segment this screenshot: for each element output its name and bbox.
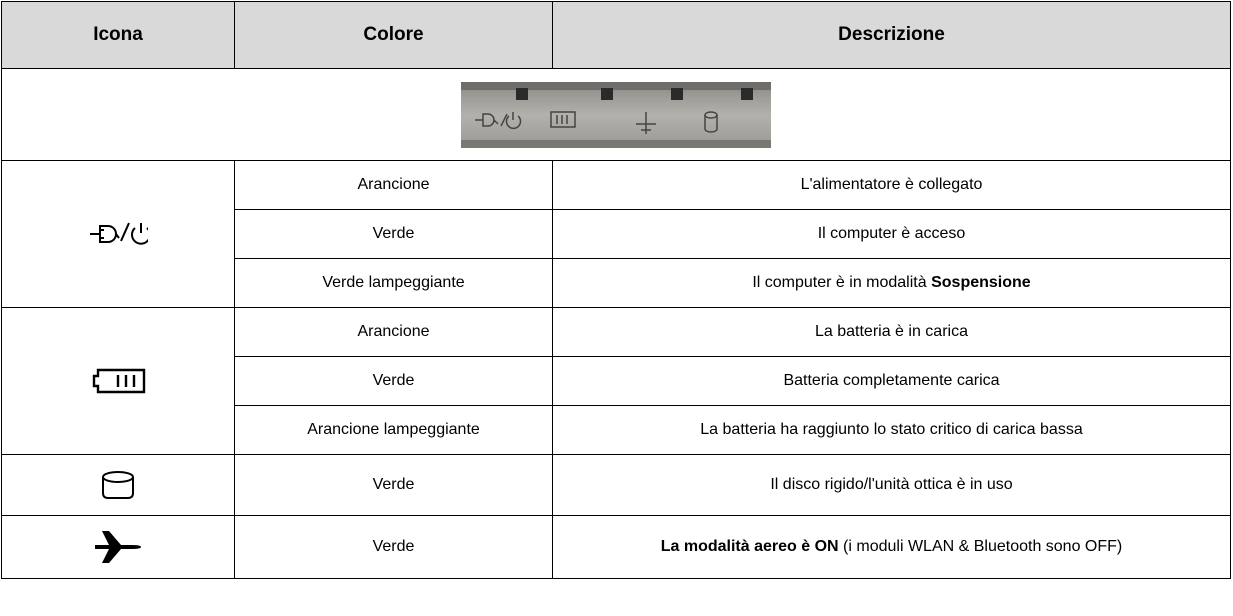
text: L'alimentatore è collegato [800, 176, 983, 193]
text: La batteria è in carica [815, 323, 968, 340]
table-row: Verde Il computer è acceso [2, 209, 1231, 259]
color-cell: Arancione [234, 307, 553, 357]
text: Il computer è in modalità [752, 274, 927, 291]
description-cell: La modalità aereo è ON (i moduli WLAN & … [552, 515, 1231, 579]
header-cell: Descrizione [552, 1, 1231, 69]
text: Il computer è acceso [817, 225, 966, 242]
text: (i moduli WLAN & Bluetooth sono OFF) [843, 538, 1123, 555]
photo-row [1, 68, 1231, 161]
header-cell: Colore [234, 1, 553, 69]
color-cell: Arancione [234, 160, 553, 210]
icon-cell [1, 160, 235, 308]
led-table: Icona Colore Descrizione [1, 1, 1231, 579]
description-cell: Il computer è in modalità Sospensione [552, 258, 1231, 308]
color-cell: Verde [234, 454, 553, 516]
table-row: Verde Il disco rigido/l'unità ottica è in… [1, 454, 1231, 516]
table-row: Verde lampeggiante Il computer è in modal… [2, 258, 1231, 308]
icon-cell [1, 515, 235, 579]
airplane-icon [95, 531, 141, 563]
color-cell: Verde [234, 515, 553, 579]
text: Batteria completamente carica [783, 372, 1000, 389]
color-cell: Verde lampeggiante [234, 258, 553, 308]
table-row: Arancione lampeggiante La batteria ha rag… [2, 405, 1231, 455]
color-cell: Verde [234, 356, 553, 406]
header-row: Icona Colore Descrizione [1, 1, 1231, 69]
table-row: Arancione La batteria è in carica [1, 307, 1231, 455]
icon-cell [1, 454, 235, 516]
text: Il disco rigido/l'unità ottica è in uso [770, 476, 1013, 493]
description-cell: L'alimentatore è collegato [552, 160, 1231, 210]
header-cell: Icona [1, 1, 235, 69]
description-cell: Il computer è acceso [552, 209, 1231, 259]
color-cell: Verde [234, 209, 553, 259]
description-cell: Il disco rigido/l'unità ottica è in uso [552, 454, 1231, 516]
text: La batteria ha raggiunto lo stato critic… [700, 421, 1083, 438]
icon-cell [1, 307, 235, 455]
bold-text: Sospensione [931, 274, 1031, 291]
table-row: Verde La modalità aereo è ON (i moduli WL… [1, 515, 1231, 579]
description-cell: La batteria ha raggiunto lo stato critic… [552, 405, 1231, 455]
description-cell: Batteria completamente carica [552, 356, 1231, 406]
disk-icon [102, 471, 134, 499]
table-row: Verde Batteria completamente carica [2, 356, 1231, 406]
power-icon [90, 222, 148, 245]
color-cell: Arancione lampeggiante [234, 405, 553, 455]
led-panel-photo [461, 81, 771, 148]
table-row: Arancione L'alimentatore è collegato [1, 160, 1231, 308]
bold-text: La modalità aereo è ON [660, 538, 839, 555]
photo-cell [1, 68, 1231, 161]
battery-icon [92, 368, 146, 394]
description-cell: La batteria è in carica [552, 307, 1231, 357]
